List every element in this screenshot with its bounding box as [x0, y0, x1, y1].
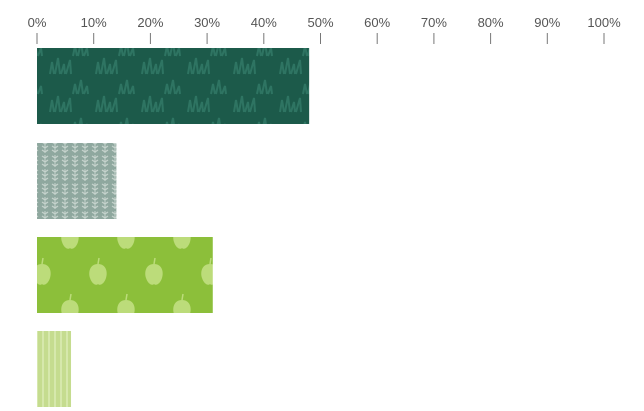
x-tick-label: 40%	[251, 15, 277, 30]
bars	[37, 48, 310, 407]
x-tick-label: 30%	[194, 15, 220, 30]
x-tick-label: 50%	[307, 15, 333, 30]
x-tick-label: 80%	[478, 15, 504, 30]
x-tick-label: 60%	[364, 15, 390, 30]
bar-1	[37, 48, 310, 124]
bar-2	[37, 143, 117, 219]
x-tick-label: 90%	[534, 15, 560, 30]
x-tick-label: 20%	[137, 15, 163, 30]
x-axis: 0% 10% 20% 30% 40% 50% 60% 70% 80% 90% 100%	[28, 15, 621, 44]
x-tick-label: 70%	[421, 15, 447, 30]
bar-4	[37, 331, 72, 407]
x-tick-label: 10%	[81, 15, 107, 30]
x-tick-label: 100%	[587, 15, 621, 30]
bar-3	[37, 237, 213, 313]
x-tick-label: 0%	[28, 15, 47, 30]
